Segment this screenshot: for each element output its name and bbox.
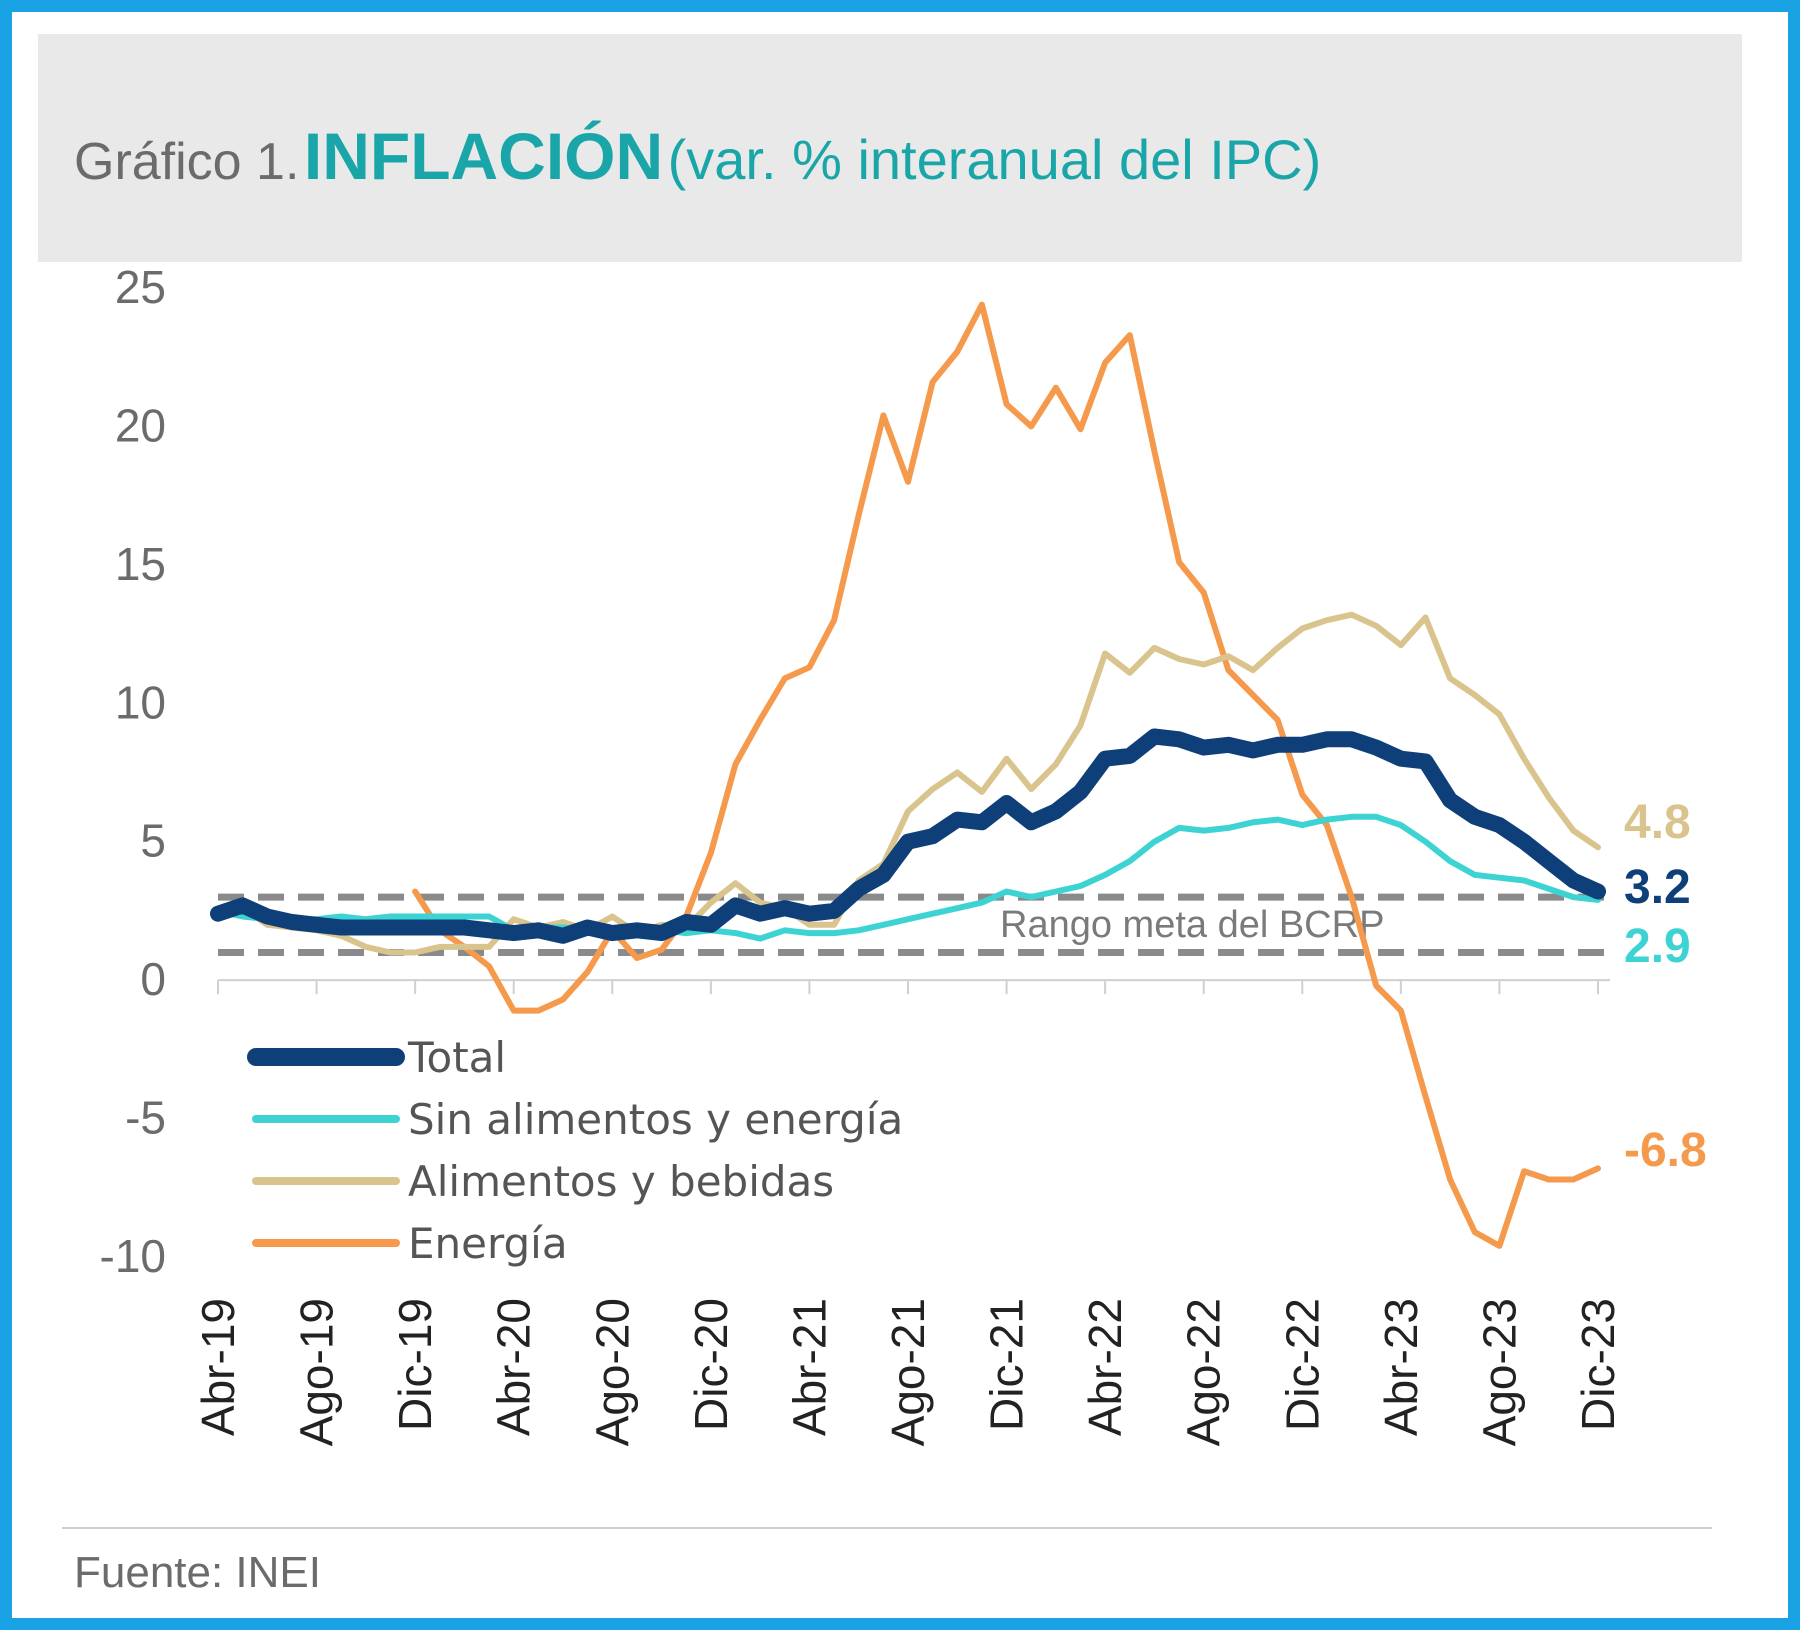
x-tick-label: Abr-21 xyxy=(783,1298,835,1436)
end-label: 2.9 xyxy=(1624,920,1691,973)
y-axis: 25 20 15 10 5 0 -5 -10 xyxy=(100,261,166,1282)
x-tick-label: Dic-19 xyxy=(389,1298,441,1431)
x-tick-label: Abr-22 xyxy=(1079,1298,1131,1436)
title-unit: (var. % interanual del IPC) xyxy=(667,128,1322,191)
legend: Total Sin alimentos y energía Alimentos y … xyxy=(247,1033,903,1268)
title-prefix: Gráfico 1. xyxy=(74,133,300,191)
legend-label: Alimentos y bebidas xyxy=(408,1157,834,1206)
source-note: Fuente: INEI xyxy=(74,1548,322,1597)
y-tick-label: 20 xyxy=(115,399,166,451)
y-tick-label: 0 xyxy=(140,953,166,1005)
end-label: 4.8 xyxy=(1624,796,1691,849)
y-tick-label: 25 xyxy=(115,261,166,313)
end-label: -6.8 xyxy=(1624,1124,1707,1177)
x-tick-label: Abr-23 xyxy=(1375,1298,1427,1436)
x-tick-label: Abr-20 xyxy=(488,1298,540,1436)
target-band-label: Rango meta del BCRP xyxy=(1000,904,1384,946)
target-band: Rango meta del BCRP xyxy=(218,893,1618,956)
x-tick-label: Ago-23 xyxy=(1473,1298,1525,1446)
x-tick-label: Dic-23 xyxy=(1572,1298,1624,1431)
y-tick-label: 15 xyxy=(115,538,166,590)
y-tick-label: -10 xyxy=(100,1230,166,1282)
footer-divider xyxy=(62,1527,1712,1529)
x-tick-label: Ago-20 xyxy=(586,1298,638,1446)
series-line-total xyxy=(210,728,1606,944)
x-tick-label: Dic-20 xyxy=(685,1298,737,1431)
end-label: 3.2 xyxy=(1624,861,1691,914)
legend-label: Sin alimentos y energía xyxy=(408,1095,903,1144)
y-tick-label: 10 xyxy=(115,676,166,728)
series-line-sin-alimentos-y-energ-a xyxy=(215,813,1601,942)
y-tick-label: -5 xyxy=(125,1092,166,1144)
x-tick-label: Dic-22 xyxy=(1276,1298,1328,1431)
y-tick-label: 5 xyxy=(140,815,166,867)
series-lines xyxy=(210,301,1606,1249)
x-axis: Abr-19 Ago-19 Dic-19 Abr-20 Ago-20 Dic-20 Abr-… xyxy=(192,979,1624,1446)
legend-label: Energía xyxy=(408,1219,568,1268)
x-tick-label: Ago-22 xyxy=(1178,1298,1230,1446)
title-banner xyxy=(38,34,1742,262)
x-tick-label: Ago-21 xyxy=(882,1298,934,1446)
x-tick-label: Ago-19 xyxy=(291,1298,343,1446)
end-labels: 3.2 2.9 4.8 -6.8 xyxy=(1624,796,1707,1177)
series-line-alimentos-y-bebidas xyxy=(215,611,1601,956)
x-tick-label: Dic-21 xyxy=(981,1298,1033,1431)
chart-title: Gráfico 1. INFLACIÓN (var. % interanual … xyxy=(74,118,1321,194)
x-tick-label: Abr-19 xyxy=(192,1298,244,1436)
title-main: INFLACIÓN xyxy=(303,119,664,193)
legend-label: Total xyxy=(407,1033,506,1082)
